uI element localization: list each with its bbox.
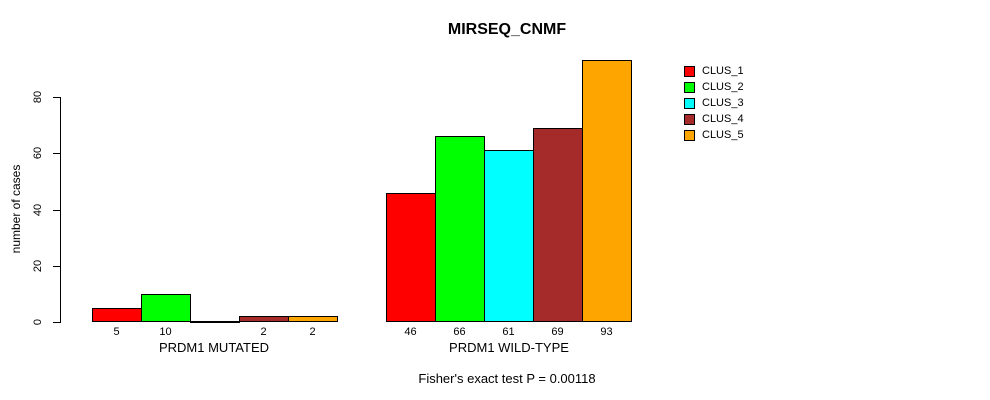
fisher-test-annotation: Fisher's exact test P = 0.00118 [418, 371, 596, 386]
legend: CLUS_1 CLUS_2 CLUS_3 CLUS_4 CLUS_5 [684, 63, 744, 143]
group-label-mutated: PRDM1 MUTATED [158, 340, 270, 355]
y-tick-mark-40 [53, 210, 61, 211]
bar-CLUS_2-group1 [141, 294, 191, 322]
legend-label-CLUS_4: CLUS_4 [702, 113, 744, 125]
bar-CLUS_5-group1 [288, 316, 338, 322]
legend-label-CLUS_3: CLUS_3 [702, 97, 744, 109]
bar-value-label-CLUS_4-group2: 69 [551, 326, 564, 338]
y-tick-mark-60 [53, 153, 61, 154]
legend-swatch-CLUS_2 [684, 81, 695, 93]
legend-row-CLUS_5: CLUS_5 [684, 127, 744, 143]
bar-CLUS_3-group1-zero [190, 321, 240, 323]
bar-CLUS_4-group1 [239, 316, 289, 322]
y-tick-label-80: 80 [32, 90, 44, 104]
legend-swatch-CLUS_3 [684, 97, 695, 109]
legend-label-CLUS_1: CLUS_1 [702, 65, 744, 77]
bar-value-label-CLUS_1-group2: 46 [404, 326, 417, 338]
legend-row-CLUS_1: CLUS_1 [684, 63, 744, 79]
y-tick-label-20: 20 [32, 259, 44, 273]
bar-CLUS_4-group2 [533, 128, 583, 322]
bar-value-label-CLUS_2-group2: 66 [453, 326, 466, 338]
bar-value-label-CLUS_4-group1: 2 [260, 326, 267, 338]
y-tick-mark-80 [53, 97, 61, 98]
y-axis-label: number of cases [9, 164, 23, 254]
y-tick-label-40: 40 [32, 203, 44, 217]
bar-value-label-CLUS_1-group1: 5 [113, 326, 120, 338]
legend-label-CLUS_2: CLUS_2 [702, 81, 744, 93]
bar-CLUS_3-group2 [484, 150, 534, 322]
legend-row-CLUS_2: CLUS_2 [684, 79, 744, 95]
bar-value-label-CLUS_3-group2: 61 [502, 326, 515, 338]
bar-CLUS_1-group2 [386, 193, 436, 322]
bar-value-label-CLUS_5-group1: 2 [309, 326, 316, 338]
legend-swatch-CLUS_5 [684, 129, 695, 141]
bar-value-label-CLUS_5-group2: 93 [600, 326, 613, 338]
legend-row-CLUS_3: CLUS_3 [684, 95, 744, 111]
legend-swatch-CLUS_1 [684, 65, 695, 77]
bar-CLUS_5-group2 [582, 60, 632, 322]
bar-value-label-CLUS_2-group1: 10 [159, 326, 172, 338]
legend-row-CLUS_4: CLUS_4 [684, 111, 744, 127]
y-tick-mark-20 [53, 266, 61, 267]
y-tick-label-0: 0 [32, 318, 44, 326]
legend-swatch-CLUS_4 [684, 113, 695, 125]
legend-label-CLUS_5: CLUS_5 [702, 129, 744, 141]
chart-title: MIRSEQ_CNMF [447, 21, 567, 38]
bar-CLUS_2-group2 [435, 136, 485, 322]
bar-CLUS_1-group1 [92, 308, 142, 322]
y-tick-mark-0 [53, 322, 61, 323]
group-label-wildtype: PRDM1 WILD-TYPE [449, 340, 569, 355]
y-tick-label-60: 60 [32, 146, 44, 160]
